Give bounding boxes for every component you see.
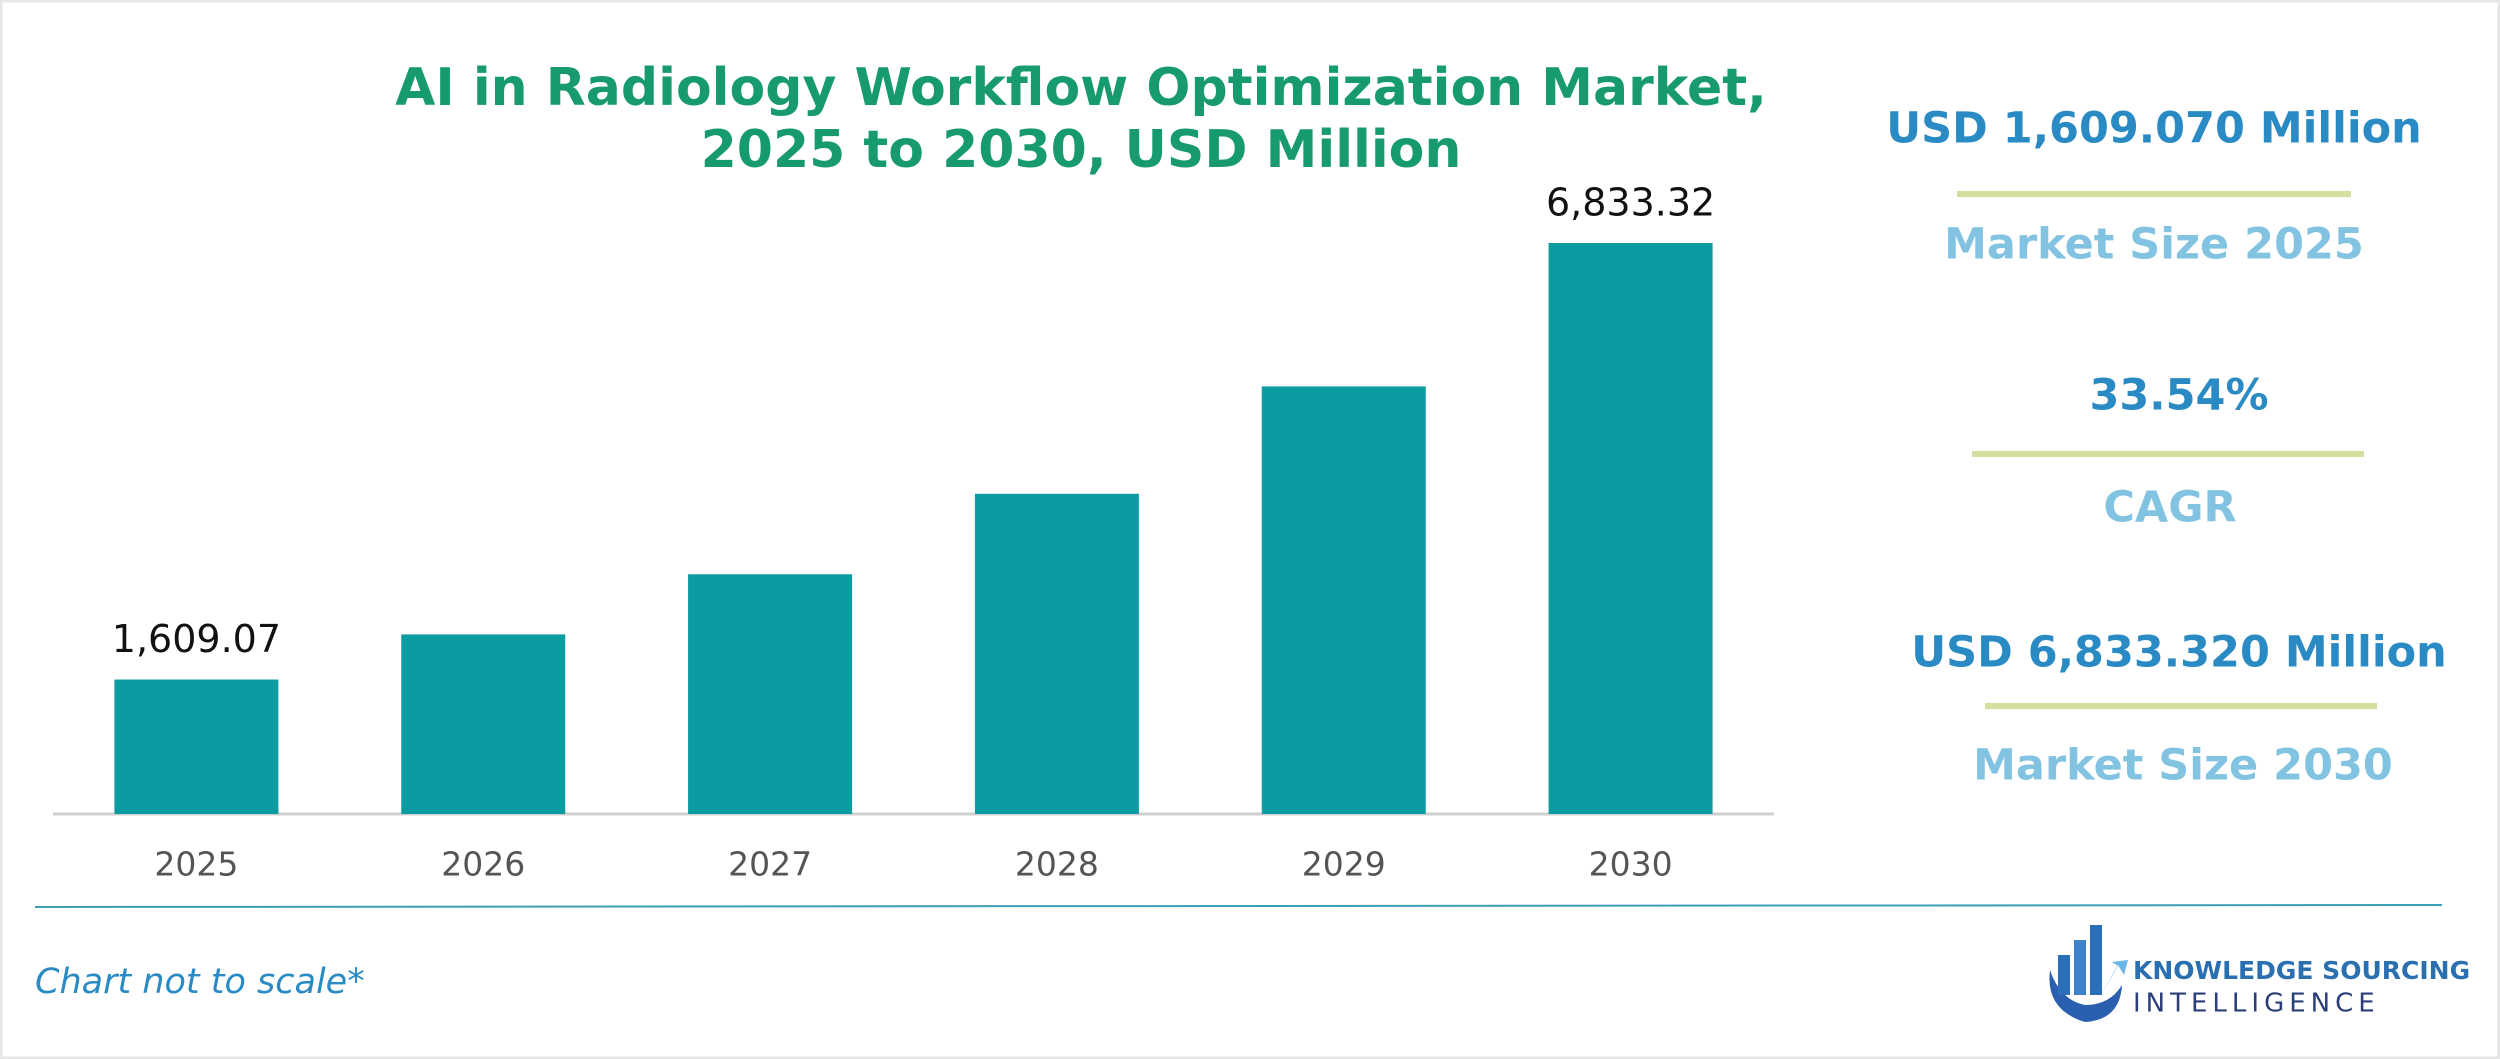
x-tick-label: 2030	[1589, 845, 1673, 884]
data-label: 6,833.32	[1546, 181, 1715, 225]
logo-swoosh	[2049, 970, 2122, 1022]
stat-label: Market Size 2025	[1944, 220, 2364, 270]
logo-arrow	[2098, 960, 2128, 1000]
bar	[974, 493, 1139, 814]
x-tick-label: 2025	[154, 845, 238, 884]
divider	[34, 904, 2443, 908]
bar	[1548, 243, 1713, 814]
x-tick-label: 2026	[441, 845, 525, 884]
x-tick-label: 2028	[1015, 845, 1099, 884]
bar	[401, 634, 566, 814]
logo-block	[2090, 925, 2102, 995]
x-tick-label: 2027	[728, 845, 812, 884]
brand-name: KNOWLEDGE SOURCING	[2133, 956, 2470, 985]
stat-value: USD 6,833.320 Million	[1911, 628, 2447, 678]
logo-block	[2058, 955, 2070, 995]
stat-label: Market Size 2030	[1973, 741, 2393, 791]
stat-label: CAGR	[2103, 483, 2236, 533]
stat-value: 33.54%	[2089, 371, 2268, 421]
chart-title: 2025 to 2030, USD Million	[701, 120, 1462, 180]
data-label: 1,609.07	[112, 617, 281, 661]
brand-name: INTELLIGENCE	[2133, 989, 2380, 1019]
stat-value: USD 1,609.070 Million	[1886, 104, 2422, 154]
x-tick-label: 2029	[1302, 845, 1386, 884]
chart-title: AI in Radiology Workflow Optimization Ma…	[395, 58, 1767, 118]
logo: KNOWLEDGE SOURCING INTELLIGENCE	[2049, 925, 2470, 1022]
footnote: Chart not to scale*	[35, 962, 365, 1002]
bar	[114, 679, 279, 814]
bar	[688, 574, 853, 814]
bar	[1261, 386, 1426, 814]
logo-block	[2074, 940, 2086, 995]
